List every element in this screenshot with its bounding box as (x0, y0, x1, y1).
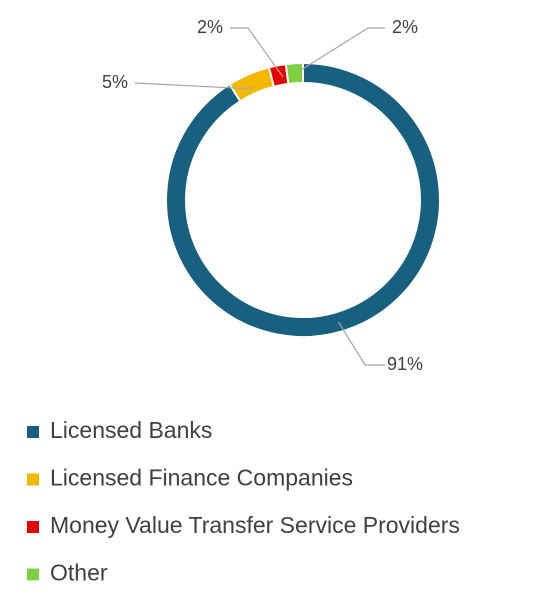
legend-label: Other (50, 560, 108, 586)
legend-label: Money Value Transfer Service Providers (50, 512, 460, 538)
donut-segment (228, 66, 276, 103)
leader-line (298, 27, 385, 72)
legend-label: Licensed Banks (50, 417, 212, 443)
leader-line (337, 321, 385, 366)
data-label: 91% (387, 354, 423, 374)
data-label: 5% (102, 72, 128, 92)
legend-swatch (27, 473, 39, 486)
legend-label: Licensed Finance Companies (50, 465, 353, 491)
legend-swatch (27, 568, 39, 581)
donut-segment (165, 61, 441, 338)
leader-line (134, 82, 253, 90)
leader-line (230, 27, 284, 78)
donut-segment (284, 61, 304, 86)
legend-swatch (27, 521, 39, 533)
data-label: 2% (392, 17, 418, 37)
data-label: 2% (197, 17, 223, 37)
legend-swatch (27, 426, 39, 438)
